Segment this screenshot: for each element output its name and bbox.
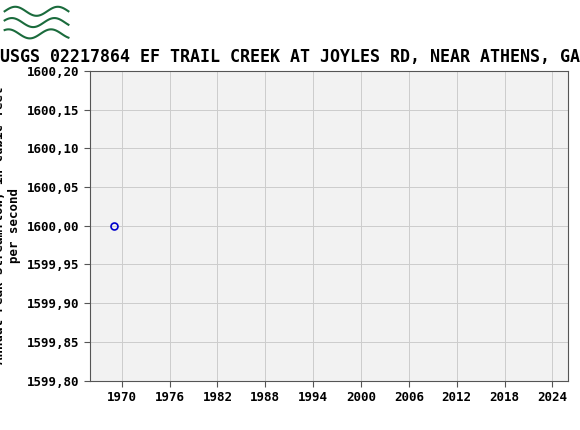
Y-axis label: Annual Peak Streamflow, in cubic feet
per second: Annual Peak Streamflow, in cubic feet pe…: [0, 87, 21, 365]
Bar: [3, 2, 72, 43]
Text: USGS 02217864 EF TRAIL CREEK AT JOYLES RD, NEAR ATHENS, GA: USGS 02217864 EF TRAIL CREEK AT JOYLES R…: [0, 48, 580, 66]
Text: USGS: USGS: [78, 12, 147, 33]
